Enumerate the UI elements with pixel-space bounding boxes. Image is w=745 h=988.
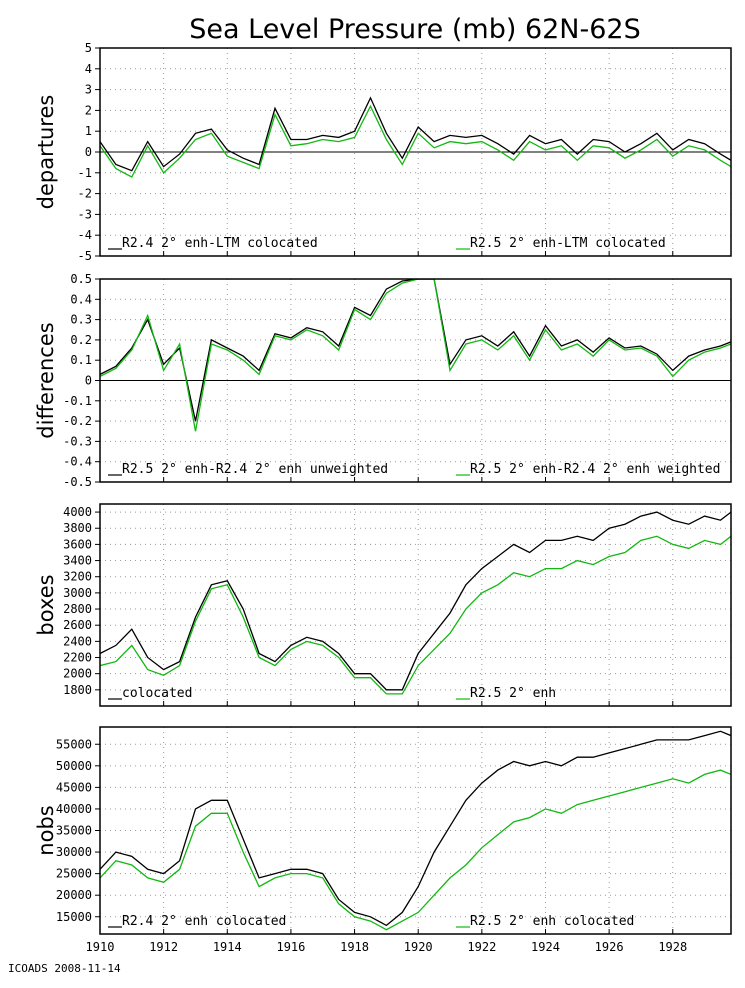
- y-tick-label: -4: [78, 228, 92, 242]
- y-tick-label: -3: [78, 207, 92, 221]
- y-tick-label: 1800: [63, 683, 92, 697]
- x-tick-label: 1916: [276, 940, 305, 954]
- y-tick-label: 4000: [63, 505, 92, 519]
- y-tick-label: 2600: [63, 618, 92, 632]
- legend-label: R2.5 2° enh: [470, 686, 556, 701]
- series-line-2: [100, 730, 731, 927]
- x-tick-label: 1922: [467, 940, 496, 954]
- y-tick-label: 0.1: [70, 353, 92, 367]
- y-tick-label: 2800: [63, 602, 92, 616]
- plot-frame: [99, 503, 732, 707]
- y-tick-label: 3600: [63, 537, 92, 551]
- y-tick-label: 0: [85, 145, 92, 159]
- y-axis-label: differences: [34, 322, 58, 438]
- x-tick-label: 1910: [86, 940, 115, 954]
- x-tick-label: 1920: [404, 940, 433, 954]
- panel-nobs: 55000 50000 45000 40000 35000 30000 25000 20000…: [34, 726, 732, 935]
- series-line-1: [100, 279, 731, 432]
- y-tick-label: 2000: [63, 667, 92, 681]
- legend-item-1: R2.4 2° enh colocated: [108, 914, 286, 929]
- panel-differences: 0.5 0.4 0.3 0.2 0.1 0 -0.1 -0.2 -0.3 -0.4 -0.5 R2.5…: [34, 272, 732, 489]
- y-tick-label: 2400: [63, 634, 92, 648]
- y-tick-label: -5: [78, 249, 92, 263]
- y-tick-label: 1: [85, 124, 92, 138]
- y-tick-label: 2200: [63, 651, 92, 665]
- legend-label: R2.4 2° enh-LTM colocated: [122, 236, 318, 251]
- y-tick-label: 4: [85, 62, 92, 76]
- panel-departures: 5 4 3 2 1 0 -1 -2 -3 -4 -5 R2.4 2° enh-LTM colocate…: [34, 41, 732, 263]
- y-tick-label: 25000: [56, 867, 92, 881]
- y-tick-label: 5: [85, 41, 92, 55]
- series-line-1: [100, 104, 731, 178]
- series-line-2: [100, 511, 731, 691]
- x-tick-label: 1924: [531, 940, 560, 954]
- x-tick-label: 1928: [658, 940, 687, 954]
- legend-item-2: R2.5 2° enh-LTM colocated: [456, 236, 666, 251]
- y-tick-label: 30000: [56, 845, 92, 859]
- y-tick-label: 55000: [56, 737, 92, 751]
- legend-item-1: R2.5 2° enh-R2.4 2° enh unweighted: [108, 462, 388, 477]
- legend-item-1: colocated: [108, 686, 192, 701]
- chart-title: Sea Level Pressure (mb) 62N-62S: [189, 14, 641, 45]
- y-tick-label: 0.4: [70, 292, 92, 306]
- y-tick-label: 0.2: [70, 333, 92, 347]
- y-axis-label: boxes: [34, 574, 58, 635]
- y-tick-label: 0.3: [70, 313, 92, 327]
- panels: 5 4 3 2 1 0 -1 -2 -3 -4 -5 R2.4 2° enh-LTM colocate…: [34, 41, 732, 954]
- plot-frame: [99, 278, 732, 483]
- y-tick-label: 3200: [63, 570, 92, 584]
- y-axis-label: departures: [34, 95, 58, 210]
- y-tick-label: -0.5: [63, 475, 92, 489]
- series-line-1: [100, 535, 731, 695]
- x-tick-label: 1914: [213, 940, 242, 954]
- y-tick-label: -2: [78, 187, 92, 201]
- y-tick-label: -1: [78, 166, 92, 180]
- y-tick-label: 3400: [63, 554, 92, 568]
- series-line-1: [100, 769, 731, 931]
- plot-frame: [99, 726, 732, 935]
- legend-label: colocated: [122, 686, 192, 701]
- y-tick-label: 0.5: [70, 272, 92, 286]
- y-tick-label: 0: [85, 374, 92, 388]
- legend-item-2: R2.5 2° enh colocated: [456, 914, 634, 929]
- y-tick-label: -0.2: [63, 414, 92, 428]
- y-tick-label: 20000: [56, 888, 92, 902]
- series-line-2: [100, 279, 731, 422]
- y-tick-label: 3000: [63, 586, 92, 600]
- y-tick-label: 40000: [56, 802, 92, 816]
- series-line-2: [100, 96, 731, 172]
- legend-label: R2.5 2° enh-R2.4 2° enh unweighted: [122, 462, 388, 477]
- y-tick-label: -0.1: [63, 394, 92, 408]
- y-tick-label: 3800: [63, 521, 92, 535]
- x-tick-label: 1918: [340, 940, 369, 954]
- y-tick-label: -0.3: [63, 434, 92, 448]
- legend-label: R2.5 2° enh colocated: [470, 914, 634, 929]
- y-tick-label: 3: [85, 83, 92, 97]
- legend-item-2: R2.5 2° enh-R2.4 2° enh weighted: [456, 462, 720, 477]
- panel-boxes: 4000 3800 3600 3400 3200 3000 2800 2600 2400 2200…: [34, 503, 732, 707]
- y-axis-label: nobs: [34, 805, 58, 855]
- plot-frame: [99, 47, 732, 257]
- legend-label: R2.5 2° enh-LTM colocated: [470, 236, 666, 251]
- y-tick-label: 45000: [56, 780, 92, 794]
- y-tick-label: -0.4: [63, 455, 92, 469]
- legend-item-1: R2.4 2° enh-LTM colocated: [108, 236, 318, 251]
- y-tick-label: 50000: [56, 759, 92, 773]
- legend-label: R2.4 2° enh colocated: [122, 914, 286, 929]
- y-tick-label: 35000: [56, 824, 92, 838]
- y-tick-label: 2: [85, 103, 92, 117]
- y-tick-label: 15000: [56, 910, 92, 924]
- x-tick-label: 1912: [149, 940, 178, 954]
- x-axis-labels: 1910 1912 1914 1916 1918 1920 1922 1924 1926 1928: [86, 940, 688, 954]
- footer-label: ICOADS 2008-11-14: [8, 962, 121, 975]
- legend-item-2: R2.5 2° enh: [456, 686, 556, 701]
- legend-label: R2.5 2° enh-R2.4 2° enh weighted: [470, 462, 720, 477]
- x-tick-label: 1926: [595, 940, 624, 954]
